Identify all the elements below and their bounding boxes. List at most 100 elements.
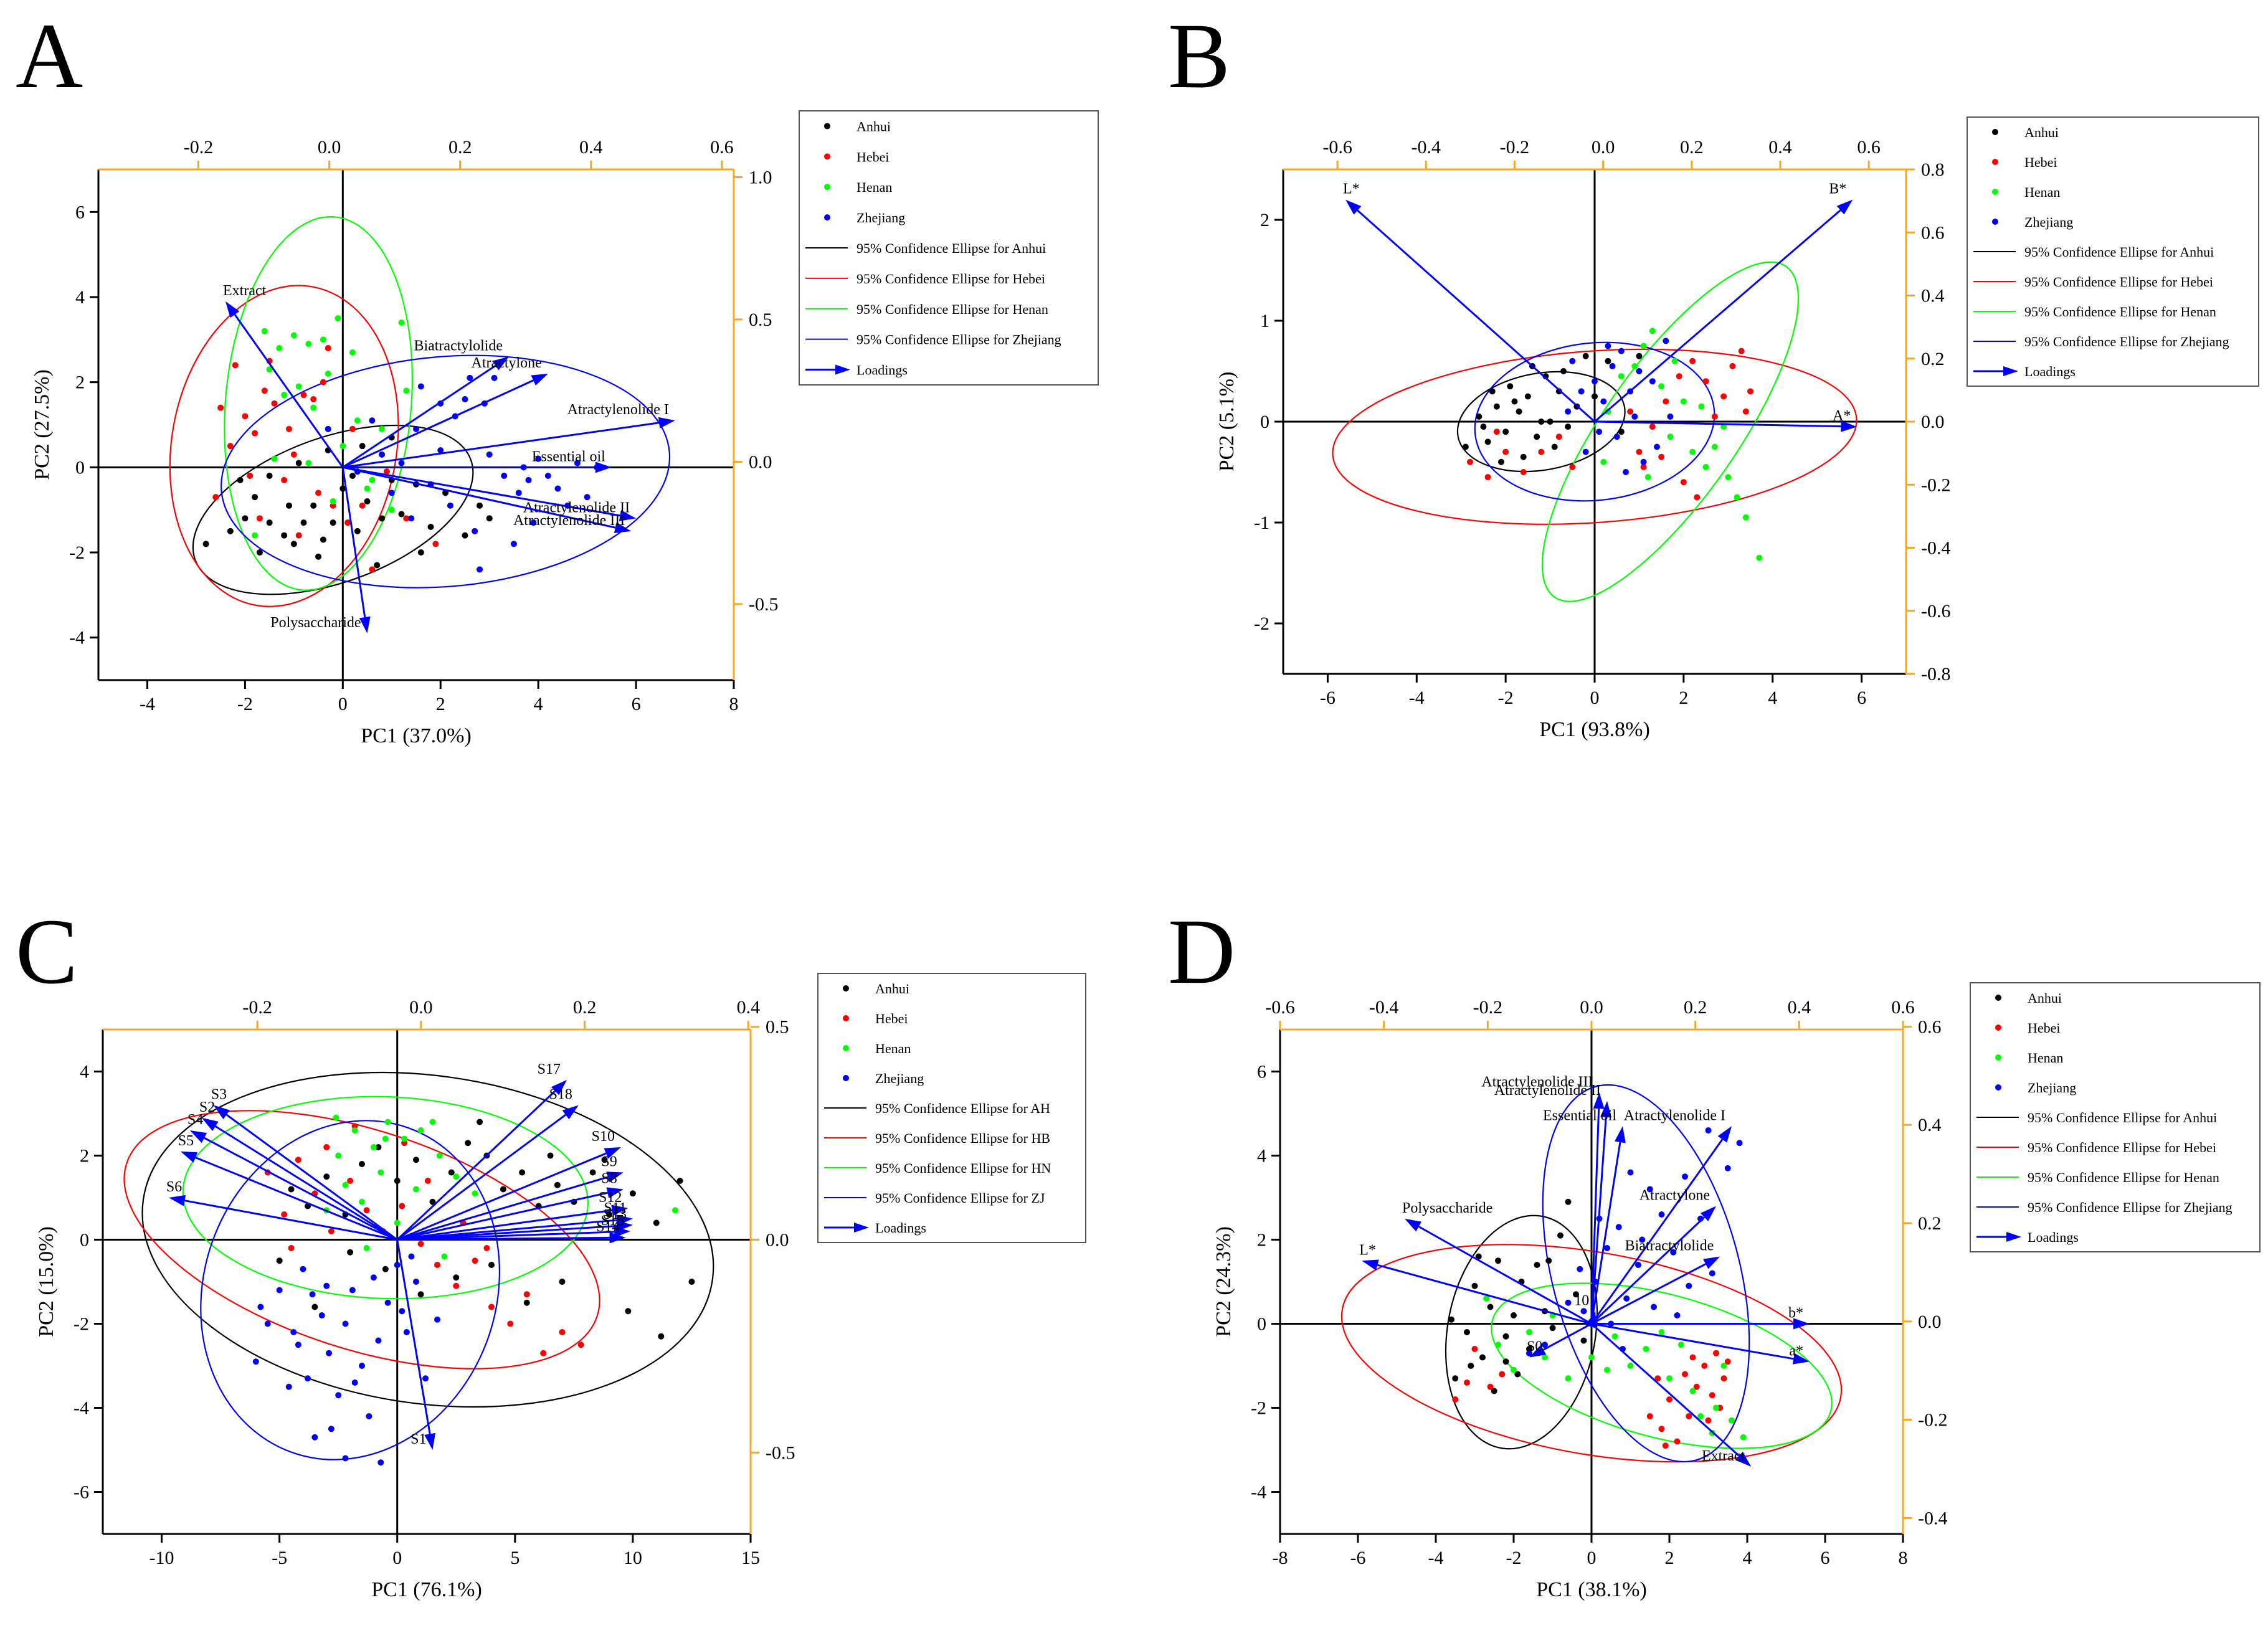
series-hebei bbox=[1467, 348, 1753, 501]
y-tick-label: 6 bbox=[1257, 1062, 1266, 1082]
loading-arrowhead-s3 bbox=[213, 1105, 230, 1120]
point-hebei bbox=[383, 468, 390, 475]
point-zhejiang bbox=[491, 374, 498, 381]
right-tick-label: 0.2 bbox=[1921, 349, 1945, 369]
point-hebei bbox=[1464, 1380, 1470, 1386]
loading-arrowhead-essential-oil bbox=[595, 461, 612, 473]
point-hebei bbox=[1538, 448, 1545, 455]
point-anhui bbox=[266, 473, 273, 479]
loading-arrowhead-s2 bbox=[201, 1117, 219, 1132]
point-anhui bbox=[1557, 1232, 1563, 1239]
loading-arrow-atractylenolide-iii bbox=[1590, 1109, 1600, 1324]
point-anhui bbox=[281, 532, 288, 539]
confidence-ellipse-zhejiang bbox=[1542, 1084, 1750, 1463]
right-tick-label: -0.2 bbox=[1921, 475, 1951, 495]
point-zhejiang bbox=[370, 1274, 377, 1281]
legend-label: Zhejiang bbox=[2028, 1080, 2076, 1096]
y-tick-label: 4 bbox=[75, 287, 85, 308]
right-tick-label: -0.5 bbox=[766, 1442, 795, 1463]
point-henan bbox=[320, 336, 326, 343]
point-anhui bbox=[465, 1140, 472, 1147]
point-henan bbox=[1677, 1342, 1684, 1348]
point-anhui bbox=[688, 1279, 695, 1285]
point-hebei bbox=[1569, 463, 1576, 470]
point-zhejiang bbox=[408, 1253, 415, 1260]
point-hebei bbox=[1654, 1375, 1661, 1382]
point-anhui bbox=[1489, 388, 1496, 395]
legend-loadings-arrowhead bbox=[2003, 366, 2018, 376]
loading-label-atractylenolide-ii: Atractylenolide II bbox=[1494, 1082, 1601, 1099]
x-tick-label: -4 bbox=[1428, 1548, 1444, 1568]
loading-arrow-biatractylolide bbox=[1591, 1263, 1706, 1325]
y-axis-title: PC2 (5.1%) bbox=[1215, 372, 1238, 472]
confidence-ellipse-zhejiang bbox=[221, 354, 671, 589]
loading-label-a: a* bbox=[1789, 1343, 1803, 1359]
loading-arrowhead-l bbox=[1362, 1259, 1379, 1271]
y-tick-label: -4 bbox=[74, 1398, 89, 1419]
legend-label: 95% Confidence Ellipse for Hebei bbox=[2028, 1140, 2216, 1155]
point-zhejiang bbox=[1582, 448, 1589, 455]
point-henan bbox=[335, 1152, 342, 1159]
right-tick-label: 0.6 bbox=[1918, 1016, 1942, 1037]
point-henan bbox=[384, 1119, 391, 1125]
point-henan bbox=[472, 1190, 478, 1197]
loading-arrowhead-l bbox=[1345, 199, 1362, 215]
loading-arrow-atractylenolide-iii bbox=[342, 466, 616, 529]
right-tick-label: -0.8 bbox=[1921, 664, 1951, 684]
point-anhui bbox=[398, 511, 405, 518]
point-zhejiang bbox=[1618, 348, 1625, 354]
point-anhui bbox=[295, 460, 302, 466]
point-hebei bbox=[212, 494, 219, 501]
point-henan bbox=[1720, 1363, 1727, 1369]
loading-label-s8: S8 bbox=[601, 1171, 617, 1187]
point-henan bbox=[266, 366, 273, 373]
point-zhejiang bbox=[318, 1312, 325, 1318]
legend-label: Hebei bbox=[875, 1011, 908, 1026]
point-henan bbox=[354, 417, 361, 424]
point-hebei bbox=[286, 425, 292, 432]
point-zhejiang bbox=[377, 1459, 384, 1466]
point-anhui bbox=[1555, 388, 1562, 395]
loading-arrow-b bbox=[1594, 209, 1841, 423]
legend-label: Hebei bbox=[2028, 1020, 2061, 1036]
loading-arrowhead-s5 bbox=[180, 1151, 198, 1163]
point-henan bbox=[441, 1253, 448, 1260]
point-henan bbox=[1666, 1375, 1673, 1382]
point-zhejiang bbox=[462, 396, 468, 402]
panel-letter: A bbox=[16, 4, 83, 108]
point-henan bbox=[417, 1127, 424, 1133]
point-anhui bbox=[1476, 413, 1483, 420]
point-anhui bbox=[417, 1291, 424, 1298]
point-anhui bbox=[477, 1119, 483, 1125]
x-tick-label: 10 bbox=[624, 1548, 642, 1568]
y-tick-label: -2 bbox=[69, 542, 85, 563]
legend-marker-hebei bbox=[1995, 1025, 2001, 1031]
loading-arrow-s8 bbox=[397, 1191, 608, 1241]
point-henan bbox=[1526, 1329, 1532, 1335]
point-henan bbox=[335, 315, 341, 322]
point-zhejiang bbox=[1565, 1299, 1572, 1306]
legend-box bbox=[799, 110, 1099, 386]
loading-label-biatractylolide: Biatractylolide bbox=[414, 338, 503, 354]
point-henan bbox=[1729, 1417, 1735, 1424]
point-hebei bbox=[1452, 1396, 1459, 1403]
point-hebei bbox=[1662, 1442, 1669, 1449]
legend-label: 95% Confidence Ellipse for Henan bbox=[2024, 304, 2216, 319]
point-hebei bbox=[347, 1178, 354, 1184]
loading-arrowhead-s1 bbox=[424, 1432, 436, 1450]
series-henan bbox=[1600, 328, 1763, 561]
legend-marker-henan bbox=[1992, 189, 1998, 195]
point-anhui bbox=[601, 1157, 608, 1163]
point-anhui bbox=[1618, 428, 1625, 435]
point-hebei bbox=[1640, 463, 1647, 470]
point-hebei bbox=[424, 1178, 431, 1184]
point-henan bbox=[401, 1135, 408, 1142]
point-zhejiang bbox=[264, 1320, 271, 1327]
point-hebei bbox=[247, 473, 254, 479]
point-zhejiang bbox=[351, 1380, 358, 1386]
loading-label-atractylone: Atractylone bbox=[1639, 1188, 1710, 1204]
top-tick-label: -0.2 bbox=[242, 997, 272, 1018]
point-henan bbox=[1640, 343, 1647, 349]
